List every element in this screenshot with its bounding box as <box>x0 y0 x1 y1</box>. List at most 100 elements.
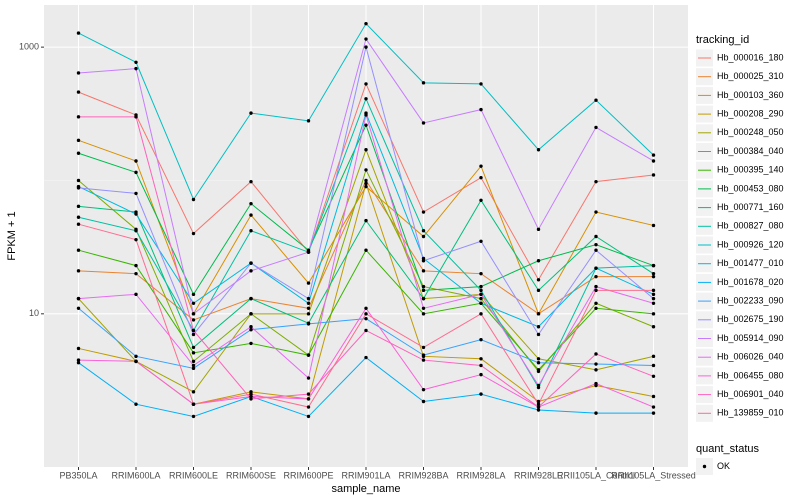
point <box>594 381 598 386</box>
point <box>76 138 81 143</box>
point <box>249 261 253 265</box>
point <box>651 271 656 276</box>
legend-label: Hb_000453_080 <box>717 183 784 193</box>
point <box>421 284 426 289</box>
point <box>651 312 656 316</box>
point <box>364 181 368 186</box>
point <box>76 296 81 301</box>
point <box>536 357 541 361</box>
point <box>76 115 81 119</box>
point <box>594 210 598 214</box>
x-tick-label: RRIM600LE <box>169 470 218 480</box>
point <box>364 168 368 172</box>
point-legend-label: OK <box>717 461 730 471</box>
point <box>191 301 196 305</box>
x-tick-label: RRII105LA_Stressed <box>611 470 696 480</box>
point <box>594 179 598 184</box>
point <box>249 397 253 401</box>
point <box>249 179 253 184</box>
point <box>479 357 483 361</box>
point <box>479 288 483 293</box>
point <box>421 345 426 350</box>
point <box>536 288 541 293</box>
point <box>191 390 196 394</box>
point <box>249 111 253 115</box>
point <box>191 328 196 333</box>
point <box>191 231 196 236</box>
legend-label: Hb_000384_040 <box>717 146 784 156</box>
point <box>479 363 483 368</box>
point <box>651 374 656 378</box>
point <box>306 250 311 254</box>
point <box>249 312 253 316</box>
point <box>364 306 368 311</box>
y-axis-title: FPKM + 1 <box>6 211 18 260</box>
point <box>249 213 253 217</box>
point <box>306 405 311 409</box>
y-tick-label: 10 <box>29 308 39 318</box>
point <box>364 178 368 183</box>
point <box>134 115 138 119</box>
point <box>651 292 656 297</box>
point <box>76 204 81 209</box>
point <box>249 392 253 396</box>
point <box>364 21 368 26</box>
point <box>479 312 483 316</box>
point <box>249 394 253 399</box>
point <box>76 151 81 155</box>
point <box>421 81 426 85</box>
point <box>306 397 311 401</box>
point <box>651 223 656 228</box>
point <box>134 60 138 64</box>
point <box>421 353 426 357</box>
point <box>651 159 656 163</box>
point <box>134 237 138 242</box>
point <box>421 296 426 301</box>
legend-label: Hb_005914_090 <box>717 333 784 343</box>
legend-label: Hb_001477_010 <box>717 258 784 268</box>
x-tick-label: RRIM928LE <box>514 470 563 480</box>
x-tick-label: PB350LA <box>59 470 97 480</box>
point <box>364 148 368 152</box>
point <box>306 353 311 357</box>
point <box>306 306 311 311</box>
point <box>421 229 426 233</box>
point <box>536 408 541 412</box>
point <box>651 354 656 359</box>
x-tick-label: RRIM600SE <box>226 470 276 480</box>
point <box>364 37 368 41</box>
point <box>651 296 656 301</box>
point <box>536 325 541 329</box>
x-tick-label: RRIM928BA <box>398 470 448 480</box>
point <box>479 239 483 243</box>
legend-label: Hb_000395_140 <box>717 165 784 175</box>
point <box>364 97 368 101</box>
point <box>191 359 196 364</box>
point <box>421 312 426 316</box>
point <box>651 394 656 399</box>
point <box>306 376 311 380</box>
point <box>364 328 368 333</box>
point <box>306 414 311 419</box>
point <box>134 354 138 359</box>
point <box>364 355 368 360</box>
point <box>651 263 656 268</box>
legend-label: Hb_006455_080 <box>717 370 784 380</box>
point <box>76 31 81 35</box>
point <box>134 229 138 233</box>
point <box>306 119 311 123</box>
point <box>249 201 253 206</box>
legend-label: Hb_000016_180 <box>717 52 784 62</box>
point <box>479 372 483 377</box>
point <box>191 197 196 202</box>
point <box>306 392 311 396</box>
y-tick-label: 1000 <box>19 42 39 52</box>
point <box>479 164 483 168</box>
point <box>536 402 541 406</box>
x-tick-label: RRIM901LA <box>341 470 390 480</box>
point <box>306 281 311 285</box>
point <box>191 345 196 350</box>
legend-point <box>702 464 707 469</box>
point <box>421 121 426 125</box>
